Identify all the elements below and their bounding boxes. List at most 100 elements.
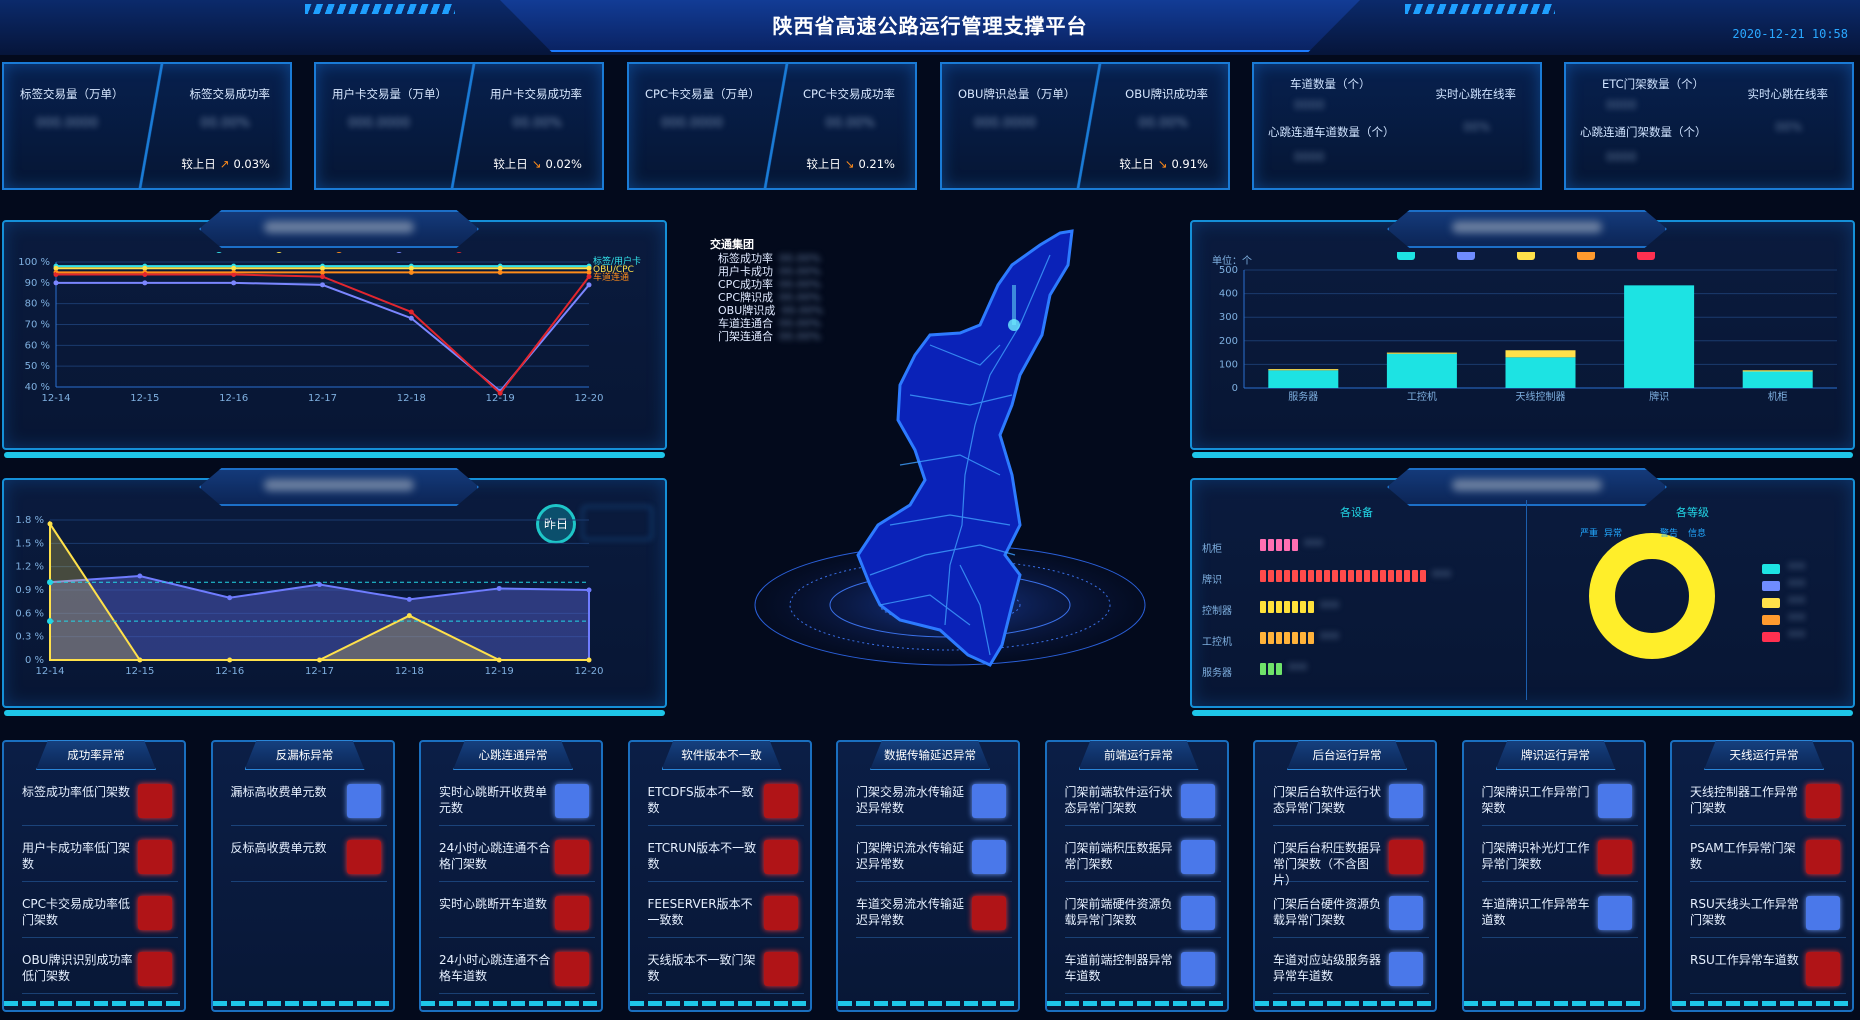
alert-card-9[interactable]: 天线运行异常 天线控制器工作异常门架数 PSAM工作异常门架数 RSU天线头工作异常门… bbox=[1670, 740, 1854, 1012]
y-tick-label: 0.3 % bbox=[15, 632, 44, 643]
alert-row[interactable]: 门架前端硬件资源负载异常门架数 bbox=[1064, 888, 1221, 938]
alert-row[interactable]: 标签成功率低门架数 bbox=[22, 776, 178, 826]
alert-row[interactable]: 用户卡成功率低门架数 bbox=[22, 832, 178, 882]
alert-count-indicator[interactable] bbox=[763, 896, 798, 930]
legend-swatch bbox=[1762, 632, 1780, 642]
alert-card-4[interactable]: 软件版本不一致 ETCDFS版本不一致数 ETCRUN版本不一致数 FEESERVER… bbox=[627, 740, 812, 1012]
alert-row[interactable]: 门架后台软件运行状态异常门架数 bbox=[1273, 776, 1429, 826]
alert-count-indicator[interactable] bbox=[555, 784, 589, 818]
alert-row[interactable]: 车道对应站级服务器异常车道数 bbox=[1273, 944, 1429, 994]
alert-count-indicator[interactable] bbox=[1806, 952, 1840, 986]
alert-row[interactable]: ETCRUN版本不一致数 bbox=[647, 832, 804, 882]
alert-row[interactable]: FEESERVER版本不一致数 bbox=[647, 888, 804, 938]
alert-count-indicator[interactable] bbox=[346, 840, 381, 874]
alert-count-indicator[interactable] bbox=[1180, 784, 1215, 818]
alert-count-indicator[interactable] bbox=[972, 784, 1006, 818]
kpi-card-3[interactable]: CPC卡交易量（万单） CPC卡交易成功率 000.0000 00.00% 较上日 ↘ 0.… bbox=[627, 62, 917, 190]
alert-count-indicator[interactable] bbox=[555, 896, 589, 930]
alert-row[interactable]: 车道交易流水传输延迟异常数 bbox=[856, 888, 1012, 938]
alert-row[interactable]: RSU工作异常车道数 bbox=[1690, 944, 1846, 994]
alert-row[interactable]: 门架牌识工作异常门架数 bbox=[1481, 776, 1638, 826]
donut-ring bbox=[1589, 533, 1715, 659]
alert-row[interactable]: ETCDFS版本不一致数 bbox=[647, 776, 804, 826]
shaanxi-map[interactable] bbox=[750, 225, 1150, 685]
alert-row[interactable]: 实时心跳断开收费单元数 bbox=[439, 776, 595, 826]
alert-row[interactable]: 门架后台积压数据异常门架数（不含图片） bbox=[1273, 832, 1429, 887]
yesterday-toggle-button[interactable]: 昨日 bbox=[536, 504, 576, 544]
alert-card-2[interactable]: 反漏标异常 漏标高收费单元数 反标高收费单元数 bbox=[210, 740, 395, 1012]
level-legend-item: 000 bbox=[1762, 596, 1842, 613]
alert-row[interactable]: CPC卡交易成功率低门架数 bbox=[22, 888, 178, 938]
alert-row[interactable]: 24小时心跳连通不合格门架数 bbox=[439, 832, 595, 882]
alert-row[interactable]: 24小时心跳连通不合格车道数 bbox=[439, 944, 595, 994]
alert-card-1[interactable]: 成功率异常标签成功率低门架数 用户卡成功率低门架数 CPC卡交易成功率低门架数 OBU… bbox=[2, 740, 186, 1012]
alert-count-indicator[interactable] bbox=[138, 784, 172, 818]
alert-card-7[interactable]: 后台运行异常 门架后台软件运行状态异常门架数 门架后台积压数据异常门架数（不含图片）… bbox=[1253, 740, 1437, 1012]
alert-card-title: 成功率异常 bbox=[36, 740, 156, 770]
alert-count-indicator[interactable] bbox=[555, 840, 589, 874]
alert-count-indicator[interactable] bbox=[1389, 840, 1423, 874]
alert-card-6[interactable]: 前端运行异常 门架前端软件运行状态异常门架数 门架前端积压数据异常门架数 门架前端硬件… bbox=[1044, 740, 1229, 1012]
province-shape[interactable] bbox=[856, 229, 1074, 667]
alert-count-indicator[interactable] bbox=[1389, 784, 1423, 818]
alert-count-indicator[interactable] bbox=[1180, 952, 1215, 986]
alert-count-indicator[interactable] bbox=[972, 840, 1006, 874]
device-name: 服务器 bbox=[1202, 668, 1232, 679]
device-count-panel: 单位：个 500 400 300 200 100 0 服务器 工控机 天线控制器 牌识 机柜 bbox=[1190, 210, 1855, 458]
alert-label: 门架牌识补光灯工作异常门架数 bbox=[1481, 841, 1590, 871]
kpi-label: 用户卡交易量（万单） bbox=[332, 87, 447, 101]
alert-count-indicator[interactable] bbox=[763, 840, 798, 874]
kpi-card-5[interactable]: 车道数量（个） 实时心跳在线率 心跳连通车道数量（个） 0000 00% 0000 bbox=[1252, 62, 1542, 190]
y-tick-label: 1.8 % bbox=[15, 515, 44, 526]
legend-value: 000 bbox=[1788, 562, 1806, 572]
data-point bbox=[142, 272, 148, 277]
kpi-card-1[interactable]: 标签交易量（万单） 标签交易成功率 000.0000 00.00% 较上日 ↗ 0.03% bbox=[2, 62, 292, 190]
alert-row[interactable]: 反标高收费单元数 bbox=[230, 832, 387, 882]
alert-row[interactable]: 门架前端软件运行状态异常门架数 bbox=[1064, 776, 1221, 826]
alert-row[interactable]: 天线版本不一致门架数 bbox=[647, 944, 804, 994]
kpi-rate-label: 实时心跳在线率 bbox=[1435, 87, 1517, 101]
alert-card-5[interactable]: 数据传输延迟异常 门架交易流水传输延迟异常数 门架牌识流水传输延迟异常数 车道交易流水… bbox=[836, 740, 1020, 1012]
alert-count-indicator[interactable] bbox=[1806, 840, 1840, 874]
alert-row[interactable]: 车道前端控制器异常车道数 bbox=[1064, 944, 1221, 994]
alert-count-indicator[interactable] bbox=[555, 952, 589, 986]
alert-count-indicator[interactable] bbox=[1180, 896, 1215, 930]
alert-row[interactable]: RSU天线头工作异常门架数 bbox=[1690, 888, 1846, 938]
alert-count-indicator[interactable] bbox=[1806, 784, 1840, 818]
alert-row[interactable]: 漏标高收费单元数 bbox=[230, 776, 387, 826]
alert-row[interactable]: OBU牌识识别成功率低门架数 bbox=[22, 944, 178, 994]
alert-count-indicator[interactable] bbox=[1389, 896, 1423, 930]
alert-count-indicator[interactable] bbox=[138, 896, 172, 930]
kpi-card-6[interactable]: ETC门架数量（个） 实时心跳在线率 心跳连通门架数量（个） 0000 00% 0000 bbox=[1564, 62, 1854, 190]
card-bottom-bar bbox=[421, 1001, 601, 1006]
alert-count-indicator[interactable] bbox=[972, 896, 1006, 930]
device-bar-block bbox=[1292, 601, 1298, 613]
kpi-card-4[interactable]: OBU牌识总量（万单） OBU牌识成功率 000.0000 00.00% 较上日 ↘ 0.9… bbox=[940, 62, 1230, 190]
alert-count-indicator[interactable] bbox=[346, 784, 381, 818]
alert-row[interactable]: 门架后台硬件资源负载异常门架数 bbox=[1273, 888, 1429, 938]
alert-row[interactable]: 门架前端积压数据异常门架数 bbox=[1064, 832, 1221, 882]
device-bar-block bbox=[1404, 570, 1410, 582]
alert-row[interactable]: 天线控制器工作异常门架数 bbox=[1690, 776, 1846, 826]
alert-row[interactable]: 实时心跳断开车道数 bbox=[439, 888, 595, 938]
alert-count-indicator[interactable] bbox=[1389, 952, 1423, 986]
kpi-card-2[interactable]: 用户卡交易量（万单） 用户卡交易成功率 000.0000 00.00% 较上日 ↘ 0.02… bbox=[314, 62, 604, 190]
alert-row[interactable]: 车道牌识工作异常车道数 bbox=[1481, 888, 1638, 938]
alert-count-indicator[interactable] bbox=[1597, 784, 1632, 818]
alert-count-indicator[interactable] bbox=[138, 952, 172, 986]
alert-row[interactable]: 门架牌识补光灯工作异常门架数 bbox=[1481, 832, 1638, 882]
alert-count-indicator[interactable] bbox=[1597, 840, 1632, 874]
alert-row[interactable]: 门架交易流水传输延迟异常数 bbox=[856, 776, 1012, 826]
alert-row[interactable]: PSAM工作异常门架数 bbox=[1690, 832, 1846, 882]
legend-label: 车道连通合 bbox=[718, 317, 773, 330]
alert-count-indicator[interactable] bbox=[763, 784, 798, 818]
alert-count-indicator[interactable] bbox=[1597, 896, 1632, 930]
alert-row[interactable]: 门架牌识流水传输延迟异常数 bbox=[856, 832, 1012, 882]
alert-card-3[interactable]: 心跳连通异常 实时心跳断开收费单元数 24小时心跳连通不合格门架数 实时心跳断开车道数… bbox=[419, 740, 603, 1012]
alert-count-indicator[interactable] bbox=[763, 952, 798, 986]
alert-count-indicator[interactable] bbox=[138, 840, 172, 874]
alert-count-indicator[interactable] bbox=[1180, 840, 1215, 874]
kpi-compare: 较上日 ↗ 0.03% bbox=[181, 156, 270, 172]
alert-count-indicator[interactable] bbox=[1806, 896, 1840, 930]
alert-card-8[interactable]: 牌识运行异常 门架牌识工作异常门架数 门架牌识补光灯工作异常门架数 车道牌识工作异常车… bbox=[1461, 740, 1646, 1012]
